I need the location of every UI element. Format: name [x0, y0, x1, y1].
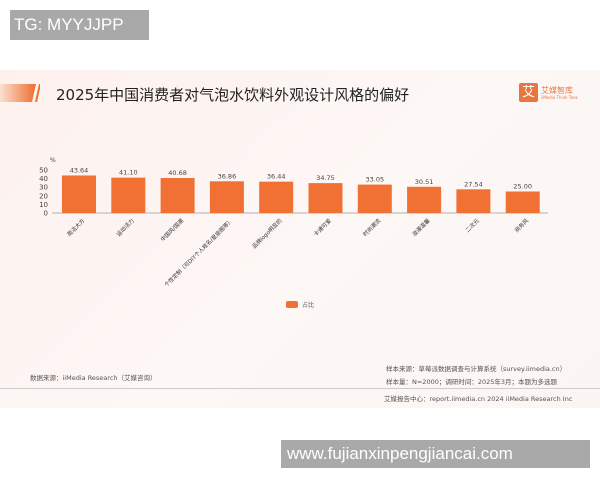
footer-divider — [0, 388, 600, 389]
y-axis-unit: % — [50, 157, 56, 164]
bar — [308, 183, 343, 213]
legend-label: 占比 — [302, 302, 315, 309]
logo-name: 艾媒智库 — [541, 85, 573, 95]
bar — [259, 181, 294, 213]
data-label: 30.51 — [415, 178, 434, 186]
sample-size: 样本量：N=2000；调研时间：2025年3月；本题为多选题 — [386, 378, 558, 386]
bar — [456, 189, 491, 213]
bar — [62, 175, 96, 213]
chart-title: 2025年中国消费者对气泡水饮料外观设计风格的偏好 — [56, 86, 410, 104]
y-tick-label: 30 — [39, 184, 48, 192]
bar — [160, 178, 195, 213]
x-tick-label: 品牌logo明显的 — [250, 216, 284, 250]
data-label: 41.10 — [119, 169, 138, 177]
data-label: 33.05 — [365, 176, 384, 184]
x-tick-label: 时尚潮流 — [361, 216, 383, 238]
data-source: 数据来源：iiMedia Research（艾媒咨询） — [30, 374, 157, 382]
watermark-bottom: www.fujianxinpengjiancai.com — [281, 440, 590, 468]
bar — [357, 184, 392, 213]
y-tick-label: 50 — [39, 167, 48, 175]
title-accent-bar — [0, 84, 40, 102]
watermark-top: TG: MYYJJPP — [10, 10, 149, 40]
sample-source: 样本来源：草莓派数据调查与计算系统（survey.iimedia.cn） — [386, 365, 567, 373]
data-label: 43.64 — [70, 166, 89, 174]
x-tick-label: 二次元 — [463, 216, 481, 234]
report-center: 艾媒报告中心：report.iimedia.cn 2024 iiMedia Re… — [384, 395, 573, 403]
bar — [407, 186, 442, 213]
logo: 艾 艾媒智库 iiMedia Think Tank — [519, 83, 578, 102]
bar — [505, 191, 540, 213]
legend-swatch — [286, 301, 298, 308]
data-label: 40.68 — [168, 169, 187, 177]
y-tick-label: 0 — [44, 210, 48, 218]
bar — [111, 177, 146, 213]
x-tick-label: 浪漫温馨 — [410, 216, 432, 238]
data-label: 36.44 — [267, 173, 286, 181]
y-tick-label: 40 — [39, 175, 48, 183]
chart-card: 2025年中国消费者对气泡水饮料外观设计风格的偏好 艾 艾媒智库 iiMedia… — [0, 70, 600, 408]
legend: 占比 — [286, 300, 314, 309]
logo-sub: iiMedia Think Tank — [541, 94, 578, 100]
x-tick-label: 商务风 — [513, 216, 531, 234]
y-tick-label: 20 — [39, 192, 48, 200]
data-label: 36.86 — [218, 172, 237, 180]
x-tick-label: 中国风/国潮 — [159, 216, 186, 243]
x-tick-label: 简洁大方 — [65, 216, 87, 238]
x-tick-label: 卡通可爱 — [312, 216, 334, 238]
data-label: 34.75 — [316, 174, 335, 182]
bar — [209, 181, 244, 213]
logo-mark: 艾 — [519, 83, 538, 102]
data-label: 25.00 — [513, 183, 532, 191]
x-tick-label: 运动活力 — [114, 217, 135, 238]
y-tick-label: 10 — [39, 201, 48, 209]
data-label: 27.54 — [464, 180, 483, 188]
